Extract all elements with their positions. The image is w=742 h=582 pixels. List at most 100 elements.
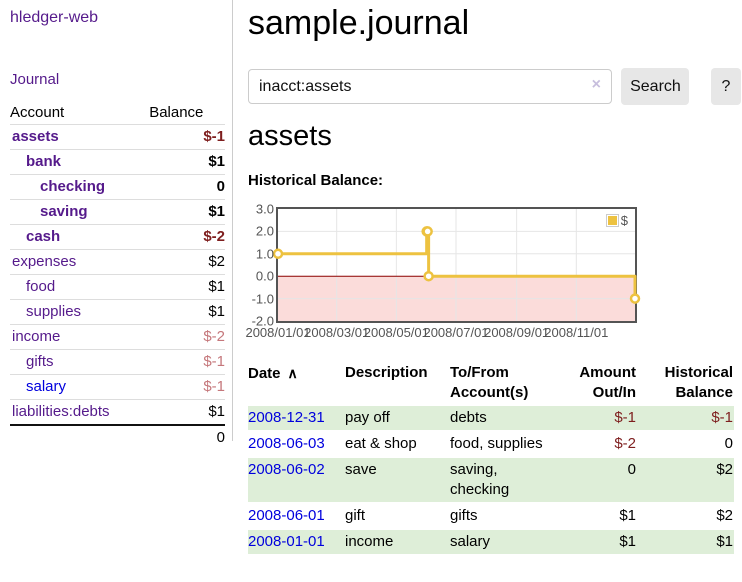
register-column-date[interactable]: Date ∧ bbox=[248, 365, 298, 382]
legend-series-label: $ bbox=[620, 213, 628, 228]
account-balance: $-1 bbox=[203, 128, 225, 145]
account-row: salary $-1 bbox=[10, 374, 225, 400]
account-name-cell: liabilities:debts bbox=[10, 400, 149, 426]
search-input[interactable] bbox=[248, 69, 612, 104]
sort-ascending-icon: ∧ bbox=[287, 365, 298, 381]
x-axis-tick-label: 2008/01/01 bbox=[245, 325, 311, 340]
transaction-date-link[interactable]: 2008-01-01 bbox=[248, 533, 325, 550]
register-row: 2008-06-01 gift gifts $1 $2 bbox=[248, 504, 734, 528]
page-title: sample.journal bbox=[248, 4, 470, 42]
description-cell: eat & shop bbox=[345, 435, 417, 452]
amount-cell: $-2 bbox=[614, 435, 636, 452]
account-link-income[interactable]: income bbox=[12, 328, 61, 345]
account-link-liabilities-debts[interactable]: liabilities:debts bbox=[12, 403, 110, 420]
transaction-date-link[interactable]: 2008-06-03 bbox=[248, 435, 325, 452]
accounts-total-spacer bbox=[10, 424, 150, 450]
account-name-cell: supplies bbox=[10, 300, 149, 325]
register-column-amount-out-in: Amount Out/In bbox=[579, 364, 636, 401]
account-row: cash $-2 bbox=[10, 224, 225, 250]
account-link-salary[interactable]: salary bbox=[26, 378, 67, 395]
register-table: Date ∧ Description To/From Account(s) Amount O… bbox=[248, 360, 734, 556]
account-link-assets[interactable]: assets bbox=[12, 128, 59, 145]
clear-search-icon[interactable]: × bbox=[591, 76, 601, 93]
account-balance: $-2 bbox=[203, 228, 225, 245]
sidebar-item-journal[interactable]: Journal bbox=[10, 71, 60, 88]
date-cell: 2008-06-01 bbox=[248, 504, 345, 528]
account-name-cell: income bbox=[10, 325, 149, 350]
account-name-cell: checking bbox=[10, 175, 149, 200]
description-cell: income bbox=[345, 530, 450, 554]
app-title-link[interactable]: hledger-web bbox=[10, 9, 99, 26]
sidebar: hledger-web Journal Account Balance asse… bbox=[0, 0, 233, 450]
balance-cell: $2 bbox=[716, 507, 733, 524]
account-row: bank $1 bbox=[10, 149, 225, 175]
account-balance: $1 bbox=[208, 203, 225, 220]
account-balance: $-1 bbox=[203, 378, 225, 395]
register-column-description: Description bbox=[345, 364, 428, 381]
register-column-to-from-account-s-: To/From Account(s) bbox=[450, 364, 529, 401]
accounts-cell: debts bbox=[450, 406, 577, 430]
amount-cell: 0 bbox=[577, 458, 644, 502]
account-name-cell: food bbox=[10, 275, 149, 300]
register-section: Date ∧ Description To/From Account(s) Amount O… bbox=[248, 360, 734, 556]
y-axis-tick-label: 2.0 bbox=[255, 223, 274, 239]
y-axis-tick-label: -2.0 bbox=[251, 313, 274, 329]
register-row: 2008-01-01 income salary $1 $1 bbox=[248, 530, 734, 554]
account-link-expenses[interactable]: expenses bbox=[12, 253, 77, 270]
accounts-table-body: assets $-1 bank $1 checking 0 saving $1 cash $-2 e… bbox=[10, 124, 225, 426]
search-form: × Search ? bbox=[248, 68, 741, 106]
search-button[interactable]: Search bbox=[621, 68, 690, 105]
account-link-gifts[interactable]: gifts bbox=[26, 353, 54, 370]
date-cell: 2008-06-03 bbox=[248, 432, 345, 456]
balance-cell: 0 bbox=[724, 435, 733, 452]
transaction-date-link[interactable]: 2008-06-02 bbox=[248, 461, 325, 478]
accounts-cell: salary bbox=[450, 530, 577, 554]
x-axis-tick-label: 2008/07/01 bbox=[423, 325, 489, 340]
account-link-food[interactable]: food bbox=[26, 278, 56, 295]
accounts-total-row: 0 bbox=[10, 424, 225, 450]
balance-cell: $-1 bbox=[644, 406, 734, 430]
accounts-header-row: Account Balance bbox=[10, 101, 225, 125]
account-row: checking 0 bbox=[10, 174, 225, 200]
account-link-saving[interactable]: saving bbox=[40, 203, 88, 220]
account-name-cell: saving bbox=[10, 200, 149, 225]
x-axis-tick-label: 2008/09/01 bbox=[484, 325, 550, 340]
legend-swatch-icon bbox=[605, 214, 619, 227]
account-name-cell: gifts bbox=[10, 350, 149, 375]
amount-cell: $1 bbox=[577, 530, 644, 554]
account-link-checking[interactable]: checking bbox=[40, 178, 106, 195]
account-row: supplies $1 bbox=[10, 299, 225, 325]
account-balance: $-2 bbox=[203, 328, 225, 345]
account-link-supplies[interactable]: supplies bbox=[26, 303, 82, 320]
accounts-cell: gifts bbox=[450, 507, 478, 524]
date-cell: 2008-06-02 bbox=[248, 458, 345, 502]
transaction-date-link[interactable]: 2008-12-31 bbox=[248, 409, 325, 426]
transaction-date-link[interactable]: 2008-06-01 bbox=[248, 507, 325, 524]
chart-plot-area: $ bbox=[272, 207, 641, 323]
register-row: 2008-06-02 save saving, checking 0 $2 bbox=[248, 458, 734, 502]
account-name-cell: cash bbox=[10, 225, 149, 250]
register-column-historical-balance: Historical Balance bbox=[664, 364, 733, 401]
y-axis-tick-label: 1.0 bbox=[255, 246, 274, 262]
account-link-bank[interactable]: bank bbox=[26, 153, 62, 170]
amount-cell: $-1 bbox=[577, 406, 644, 430]
account-row: gifts $-1 bbox=[10, 349, 225, 375]
account-balance: $-1 bbox=[203, 353, 225, 370]
x-axis-tick-label: 2008/03/01 bbox=[304, 325, 370, 340]
account-row: expenses $2 bbox=[10, 249, 225, 275]
description-cell: save bbox=[345, 458, 450, 502]
account-row: income $-2 bbox=[10, 324, 225, 350]
balance-cell: $2 bbox=[644, 458, 734, 502]
account-heading: assets bbox=[248, 120, 332, 152]
account-balance: $1 bbox=[208, 403, 225, 420]
y-axis-tick-label: -1.0 bbox=[251, 291, 274, 307]
y-axis-tick-label: 0.0 bbox=[255, 268, 274, 284]
accounts-total-value: 0 bbox=[149, 424, 225, 450]
main-content: sample.journal × Search ? assets Histori… bbox=[245, 0, 741, 582]
x-axis-tick-label: 2008/11/01 bbox=[544, 325, 609, 340]
help-button[interactable]: ? bbox=[710, 68, 741, 105]
account-link-cash[interactable]: cash bbox=[26, 228, 61, 245]
chart-legend: $ bbox=[605, 213, 628, 228]
y-axis-tick-label: 3.0 bbox=[255, 201, 274, 217]
account-row: liabilities:debts $1 bbox=[10, 399, 225, 426]
